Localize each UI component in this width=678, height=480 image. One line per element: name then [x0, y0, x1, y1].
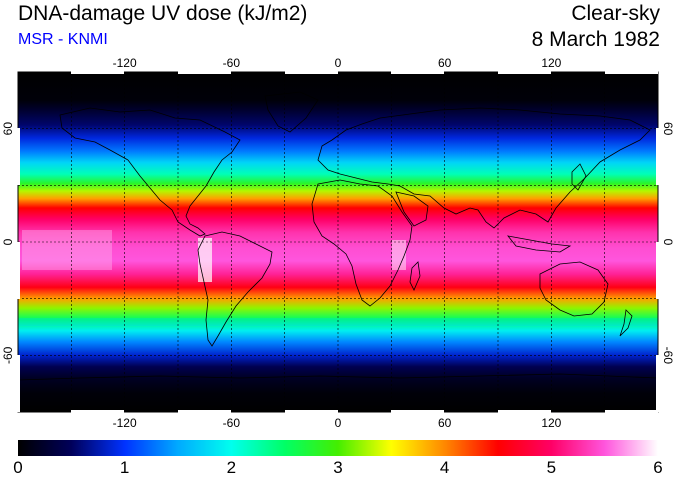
lat-label-left-60: 60 — [1, 122, 15, 136]
coast-africa — [311, 179, 413, 307]
coast-antarctica — [18, 373, 658, 381]
colorbar-label-4: 4 — [439, 458, 450, 477]
lon-label-60: 60 — [438, 56, 452, 70]
sky-condition-label: Clear-sky — [571, 2, 660, 25]
coast-north-america — [59, 107, 241, 237]
coast-eurasia — [317, 107, 651, 229]
colorbar-label-5: 5 — [546, 458, 557, 477]
colorbar-label-1: 1 — [119, 458, 130, 477]
border-left-white-2 — [16, 242, 20, 299]
border-bottom-white-5 — [498, 410, 551, 414]
border-bottom-white-2 — [178, 410, 231, 414]
lat-label-left-0: 0 — [1, 238, 15, 245]
border-top-white-6 — [605, 70, 658, 74]
colorbar-label-0: 0 — [13, 458, 23, 477]
coast-australia — [539, 261, 609, 317]
lon-label--60: -60 — [223, 416, 241, 430]
lat-label-right-60: 60 — [661, 122, 675, 136]
pacific-brightening — [22, 230, 112, 270]
border-top-white-3 — [285, 70, 338, 74]
coast-indonesia — [507, 235, 572, 253]
border-left-white-3 — [16, 355, 20, 412]
andes-high-dose — [198, 238, 212, 282]
lat-labels-right: 60 0 -60 — [661, 122, 675, 364]
coast-madagascar — [409, 261, 421, 291]
date-label: 8 March 1982 — [531, 28, 660, 51]
border-bottom-white-6 — [605, 410, 658, 414]
coast-south-america — [197, 231, 273, 347]
lat-label-right--60: -60 — [661, 347, 675, 365]
lon-label--120: -120 — [113, 56, 137, 70]
coast-arabia — [395, 191, 429, 227]
border-bottom-white-1 — [71, 410, 124, 414]
lon-labels-top: -120 -60 0 60 120 — [113, 56, 562, 70]
colorbar — [18, 440, 658, 456]
border-top-white-4 — [391, 70, 444, 74]
coastlines — [18, 91, 658, 381]
colorbar-label-3: 3 — [333, 458, 343, 477]
lon-label-120: 120 — [541, 416, 561, 430]
border-ticks — [16, 70, 660, 414]
lon-label--120: -120 — [113, 416, 137, 430]
lon-label-0: 0 — [335, 416, 342, 430]
graticule — [18, 72, 658, 412]
border-top-white-5 — [498, 70, 551, 74]
lon-label-120: 120 — [541, 56, 561, 70]
east-africa-high-dose — [392, 240, 406, 270]
coast-greenland — [264, 91, 319, 133]
coast-japan — [571, 163, 587, 191]
lat-labels-left: 60 0 -60 — [1, 122, 15, 364]
border-top-white-2 — [178, 70, 231, 74]
border-right-white-3 — [656, 355, 660, 412]
lat-label-right-0: 0 — [661, 239, 675, 246]
border-right-white-1 — [656, 128, 660, 185]
border-top-white-1 — [71, 70, 124, 74]
border-left-white-1 — [16, 128, 20, 185]
border-right-white-2 — [656, 242, 660, 299]
lon-labels-bottom: -120 -60 0 60 120 — [113, 416, 562, 430]
lon-label--60: -60 — [223, 56, 241, 70]
credit-label: MSR - KNMI — [18, 31, 108, 48]
lon-label-60: 60 — [438, 416, 452, 430]
map-title: DNA-damage UV dose (kJ/m2) — [18, 2, 308, 25]
colorbar-label-2: 2 — [226, 458, 237, 477]
colorbar-label-6: 6 — [653, 458, 663, 477]
border-bottom-white-3 — [285, 410, 338, 414]
lat-label-left--60: -60 — [1, 346, 15, 364]
border-bottom-white-4 — [391, 410, 444, 414]
lon-label-0: 0 — [335, 56, 342, 70]
coast-new-zealand — [619, 309, 633, 337]
